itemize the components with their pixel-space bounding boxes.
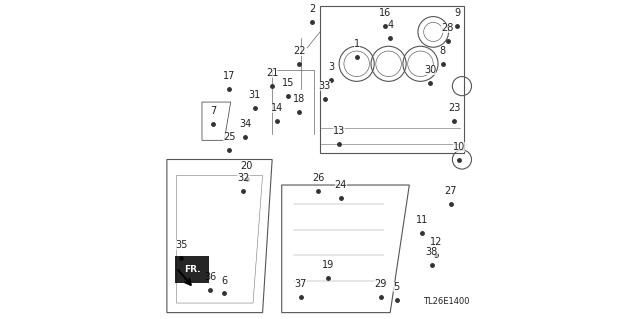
Text: 23: 23 — [448, 103, 460, 113]
Text: FR.: FR. — [184, 265, 200, 274]
Text: 8: 8 — [440, 46, 446, 56]
Text: 15: 15 — [282, 78, 294, 88]
Text: 1: 1 — [354, 40, 360, 49]
Text: 34: 34 — [239, 119, 251, 129]
Text: 16: 16 — [380, 8, 392, 18]
Text: 37: 37 — [294, 279, 307, 289]
Text: 4: 4 — [387, 20, 393, 30]
Text: 6: 6 — [221, 276, 227, 286]
Text: 11: 11 — [416, 215, 428, 225]
Text: 2: 2 — [309, 4, 315, 14]
Text: 3: 3 — [328, 62, 334, 72]
Text: 31: 31 — [248, 91, 260, 100]
Text: TL26E1400: TL26E1400 — [424, 297, 470, 306]
Text: 29: 29 — [374, 279, 387, 289]
Text: 19: 19 — [322, 260, 334, 270]
Text: 10: 10 — [452, 142, 465, 152]
Text: 25: 25 — [223, 132, 236, 142]
Text: 38: 38 — [426, 247, 438, 257]
Text: 35: 35 — [175, 241, 188, 250]
Text: 9: 9 — [454, 8, 460, 18]
Text: 30: 30 — [424, 65, 436, 75]
Text: 7: 7 — [210, 107, 216, 116]
Text: 18: 18 — [293, 94, 305, 104]
Text: 24: 24 — [335, 180, 347, 190]
Text: 5: 5 — [394, 282, 400, 292]
Text: 14: 14 — [271, 103, 283, 113]
Text: 17: 17 — [223, 71, 236, 81]
Text: 20: 20 — [241, 161, 253, 171]
Text: 12: 12 — [430, 237, 443, 247]
Text: 33: 33 — [319, 81, 331, 91]
Text: 13: 13 — [333, 126, 345, 136]
Text: 36: 36 — [204, 272, 216, 282]
Text: 21: 21 — [266, 68, 278, 78]
Text: 32: 32 — [237, 174, 250, 183]
Text: 26: 26 — [312, 174, 324, 183]
Text: 22: 22 — [293, 46, 305, 56]
Text: 28: 28 — [442, 24, 454, 33]
Text: 27: 27 — [445, 186, 457, 196]
